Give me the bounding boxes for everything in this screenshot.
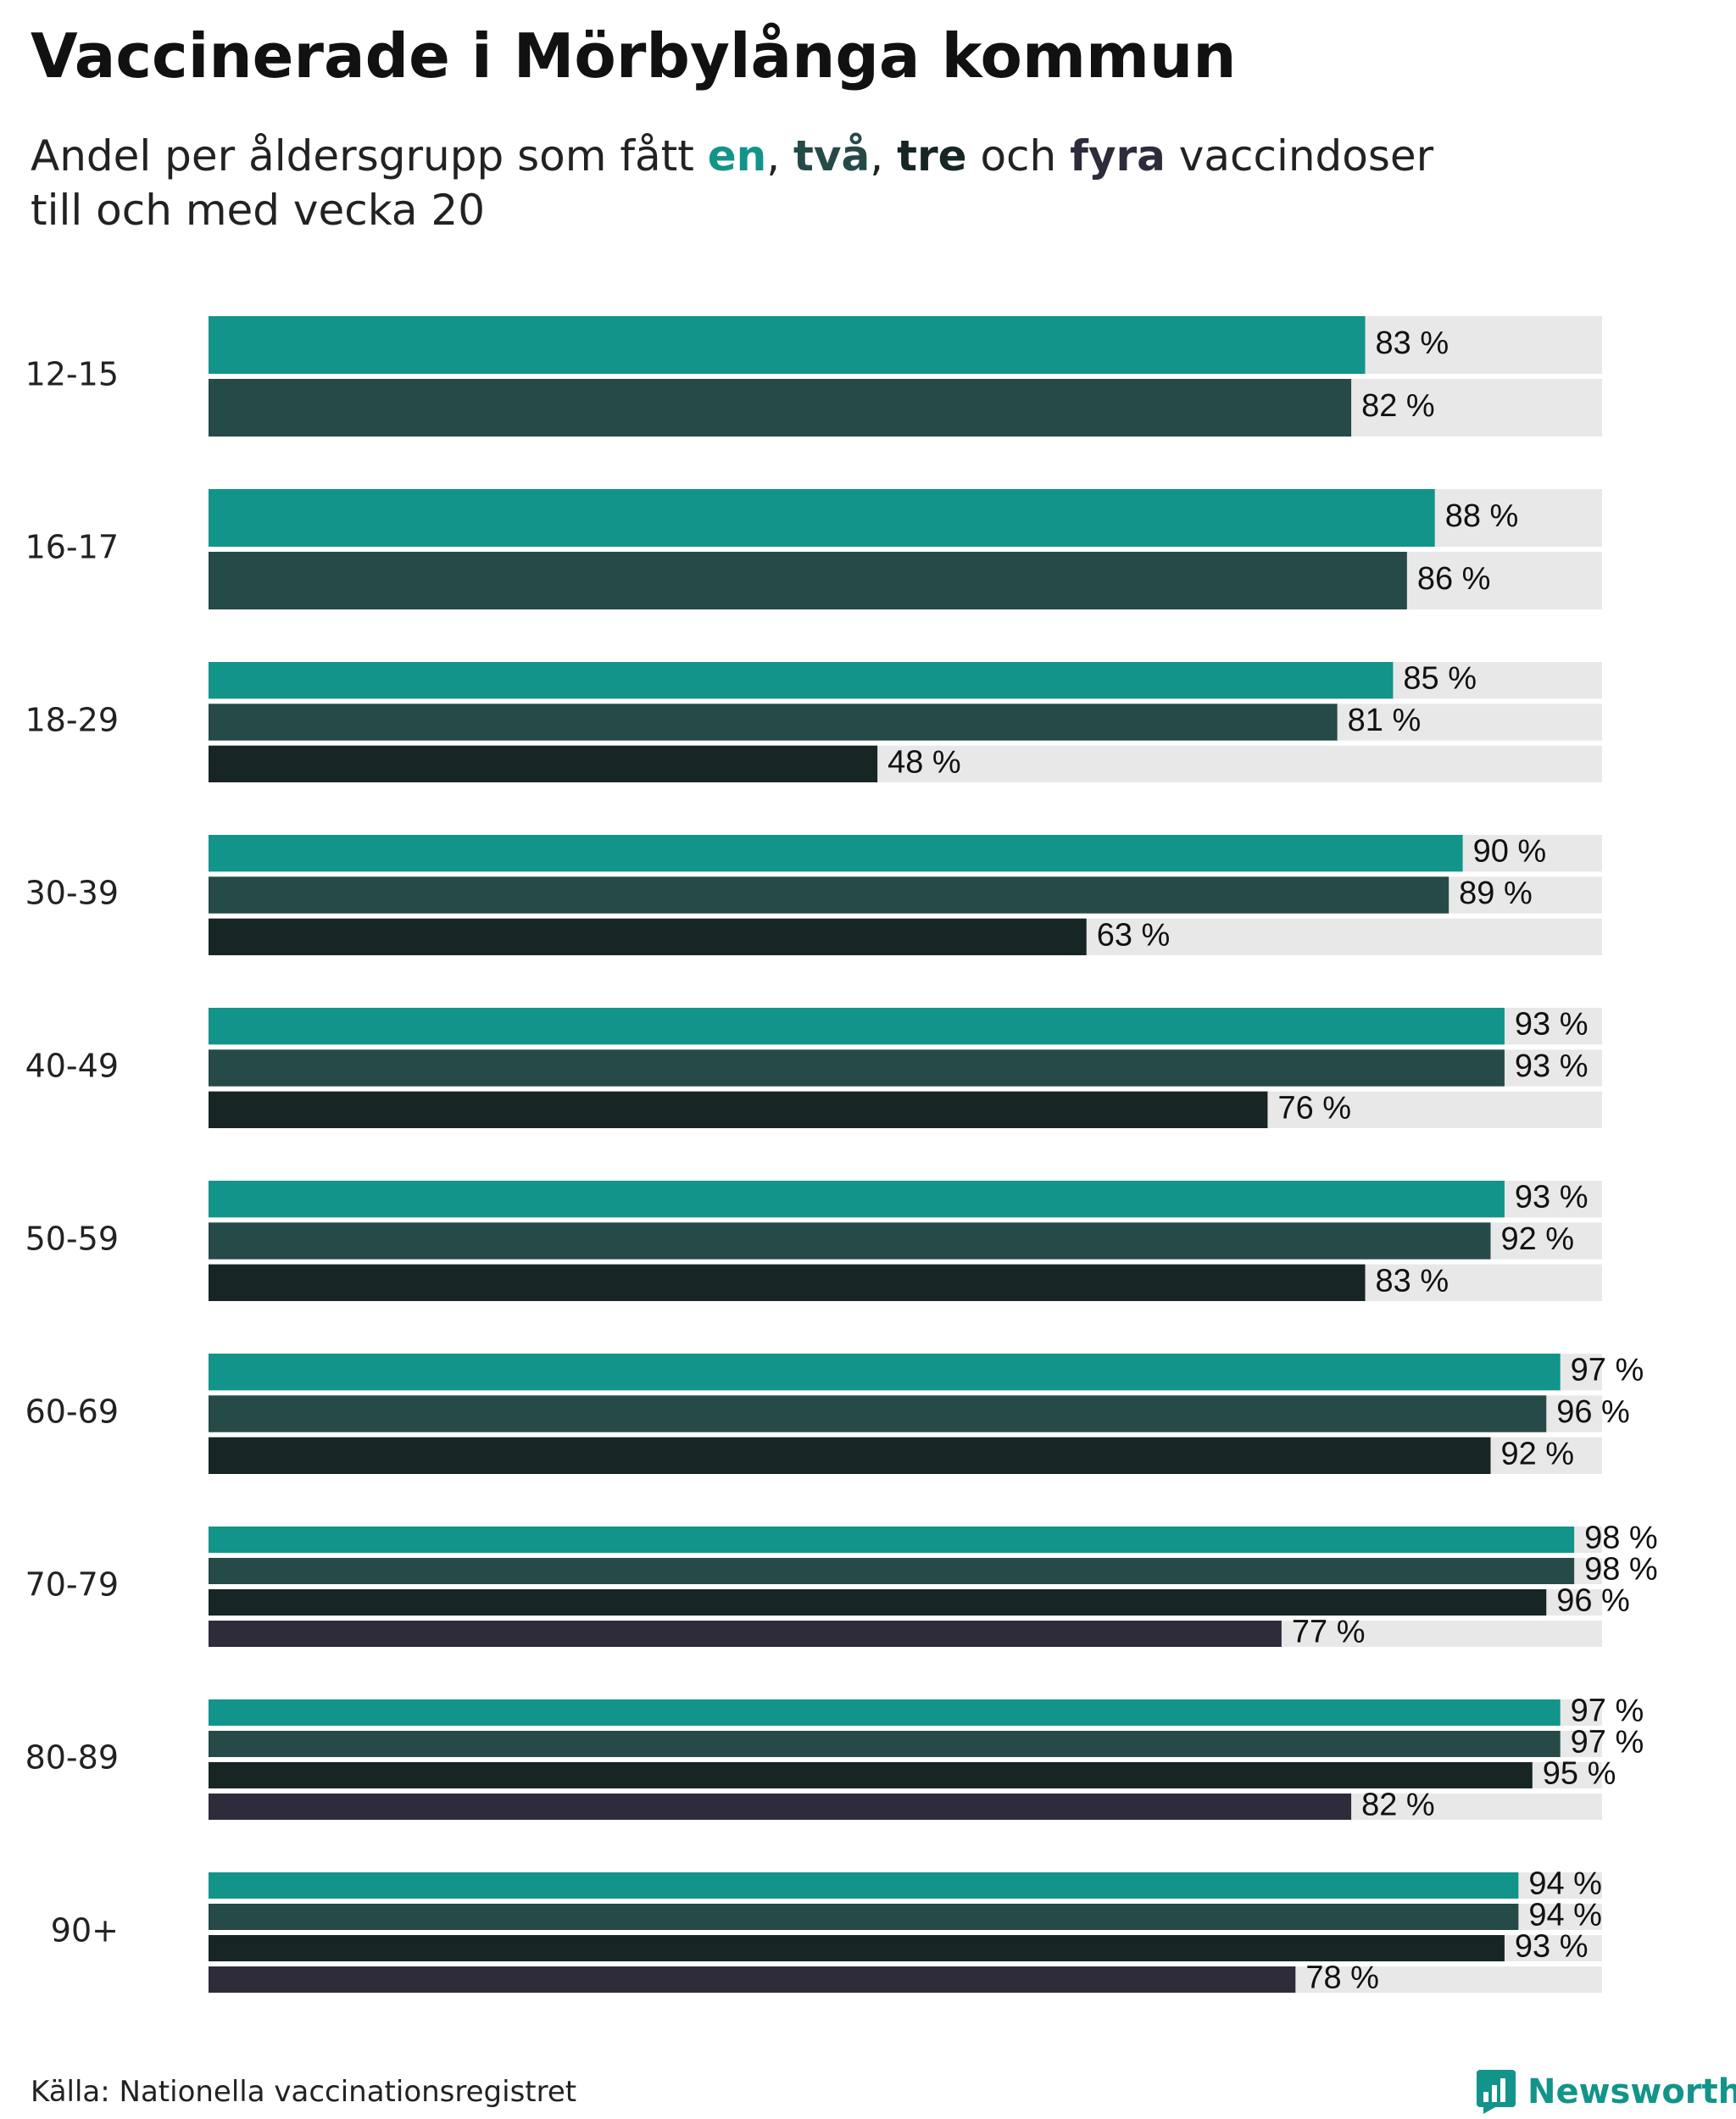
source-note: Källa: Nationella vaccinationsregistret xyxy=(31,2075,577,2109)
bar-30-39-en xyxy=(209,835,1463,872)
bar-70-79-tre xyxy=(209,1589,1547,1616)
value-label: 93 % xyxy=(1515,1180,1589,1215)
bar-80-89-tva xyxy=(209,1731,1561,1757)
bar-80-89-tre xyxy=(209,1762,1533,1788)
chart-subtitle: Andel per åldersgrupp som fått en, två, … xyxy=(31,129,1641,237)
value-label: 86 % xyxy=(1417,561,1491,597)
value-label: 92 % xyxy=(1500,1221,1574,1257)
value-label: 93 % xyxy=(1515,1929,1589,1965)
category-label: 90+ xyxy=(51,1912,119,1949)
subtitle-keyword-tva: två xyxy=(793,131,871,181)
value-label: 77 % xyxy=(1292,1615,1366,1650)
value-label: 94 % xyxy=(1528,1866,1602,1902)
value-label: 82 % xyxy=(1361,1788,1435,1823)
value-label: 83 % xyxy=(1376,1263,1449,1299)
value-label: 85 % xyxy=(1403,661,1477,697)
value-label: 96 % xyxy=(1556,1394,1630,1430)
value-label: 78 % xyxy=(1305,1960,1379,1996)
newsworthy-logo-icon xyxy=(1477,2070,1516,2114)
subtitle-och: och xyxy=(966,131,1071,181)
bar-50-59-en xyxy=(209,1181,1505,1218)
bar-30-39-tre xyxy=(209,918,1087,955)
bar-30-39-tva xyxy=(209,876,1449,914)
value-label: 97 % xyxy=(1571,1353,1644,1388)
chart-title: Vaccinerade i Mörbylånga kommun xyxy=(31,20,1237,92)
value-label: 48 % xyxy=(887,744,961,780)
value-label: 94 % xyxy=(1528,1898,1602,1933)
value-label: 98 % xyxy=(1584,1552,1658,1588)
bar-60-69-tre xyxy=(209,1437,1491,1474)
subtitle-keyword-tre: tre xyxy=(897,131,967,181)
newsworthy-logo-text: Newsworthy xyxy=(1527,2072,1736,2111)
bar-60-69-en xyxy=(209,1354,1561,1391)
bar-40-49-en xyxy=(209,1008,1505,1045)
bar-18-29-tre xyxy=(209,745,878,782)
value-label: 97 % xyxy=(1571,1725,1644,1760)
bar-60-69-tva xyxy=(209,1395,1547,1432)
subtitle-separator: , xyxy=(870,131,898,181)
bar-70-79-fyra xyxy=(209,1621,1282,1647)
value-label: 82 % xyxy=(1361,388,1435,424)
value-label: 88 % xyxy=(1445,498,1519,534)
subtitle-separator: , xyxy=(766,131,794,181)
bar-90+-tre xyxy=(209,1935,1505,1961)
bar-80-89-en xyxy=(209,1699,1561,1726)
category-label: 70-79 xyxy=(25,1566,119,1604)
bar-70-79-tva xyxy=(209,1558,1575,1584)
value-label: 93 % xyxy=(1515,1048,1589,1084)
subtitle-suffix: vaccindoser xyxy=(1165,131,1434,181)
bar-40-49-tre xyxy=(209,1091,1268,1128)
value-label: 89 % xyxy=(1459,876,1533,911)
bar-80-89-fyra xyxy=(209,1794,1352,1820)
bar-40-49-tva xyxy=(209,1049,1505,1087)
value-label: 63 % xyxy=(1097,917,1171,953)
newsworthy-logo: Newsworthy xyxy=(1477,2070,1736,2114)
bar-50-59-tva xyxy=(209,1222,1491,1260)
category-label: 18-29 xyxy=(25,702,119,739)
bar-18-29-en xyxy=(209,662,1394,699)
bar-12-15-en xyxy=(209,316,1366,374)
bar-chart: 83 % 82 % 12-15 88 % 86 % 16-17 85 % 81 % 48 % 18… xyxy=(25,316,1658,1996)
category-label: 30-39 xyxy=(25,875,119,912)
value-label: 92 % xyxy=(1500,1436,1574,1471)
bar-70-79-en xyxy=(209,1527,1575,1553)
category-label: 80-89 xyxy=(25,1739,119,1777)
value-label: 76 % xyxy=(1277,1090,1351,1126)
subtitle-keyword-en: en xyxy=(707,131,767,181)
subtitle-prefix: Andel per åldersgrupp som fått xyxy=(31,131,708,181)
bar-16-17-tva xyxy=(209,552,1407,609)
value-label: 97 % xyxy=(1571,1694,1644,1729)
bar-90+-en xyxy=(209,1872,1519,1899)
value-label: 81 % xyxy=(1348,703,1422,738)
bar-50-59-tre xyxy=(209,1264,1366,1301)
value-label: 96 % xyxy=(1556,1583,1630,1619)
bar-16-17-en xyxy=(209,489,1435,547)
category-label: 50-59 xyxy=(25,1221,119,1258)
subtitle-keyword-fyra: fyra xyxy=(1070,131,1166,181)
value-label: 93 % xyxy=(1515,1007,1589,1043)
subtitle-line-1: Andel per åldersgrupp som fått en, två, … xyxy=(31,129,1641,183)
subtitle-line-2: till och med vecka 20 xyxy=(31,186,486,235)
value-label: 90 % xyxy=(1473,834,1547,870)
bar-12-15-tva xyxy=(209,379,1352,437)
category-label: 16-17 xyxy=(25,529,119,566)
bar-18-29-tva xyxy=(209,704,1338,741)
value-label: 95 % xyxy=(1543,1756,1616,1792)
value-label: 83 % xyxy=(1376,325,1449,361)
category-label: 40-49 xyxy=(25,1048,119,1085)
category-label: 60-69 xyxy=(25,1393,119,1431)
bar-90+-tva xyxy=(209,1904,1519,1930)
bar-90+-fyra xyxy=(209,1966,1296,1993)
value-label: 98 % xyxy=(1584,1521,1658,1556)
category-label: 12-15 xyxy=(25,356,119,393)
